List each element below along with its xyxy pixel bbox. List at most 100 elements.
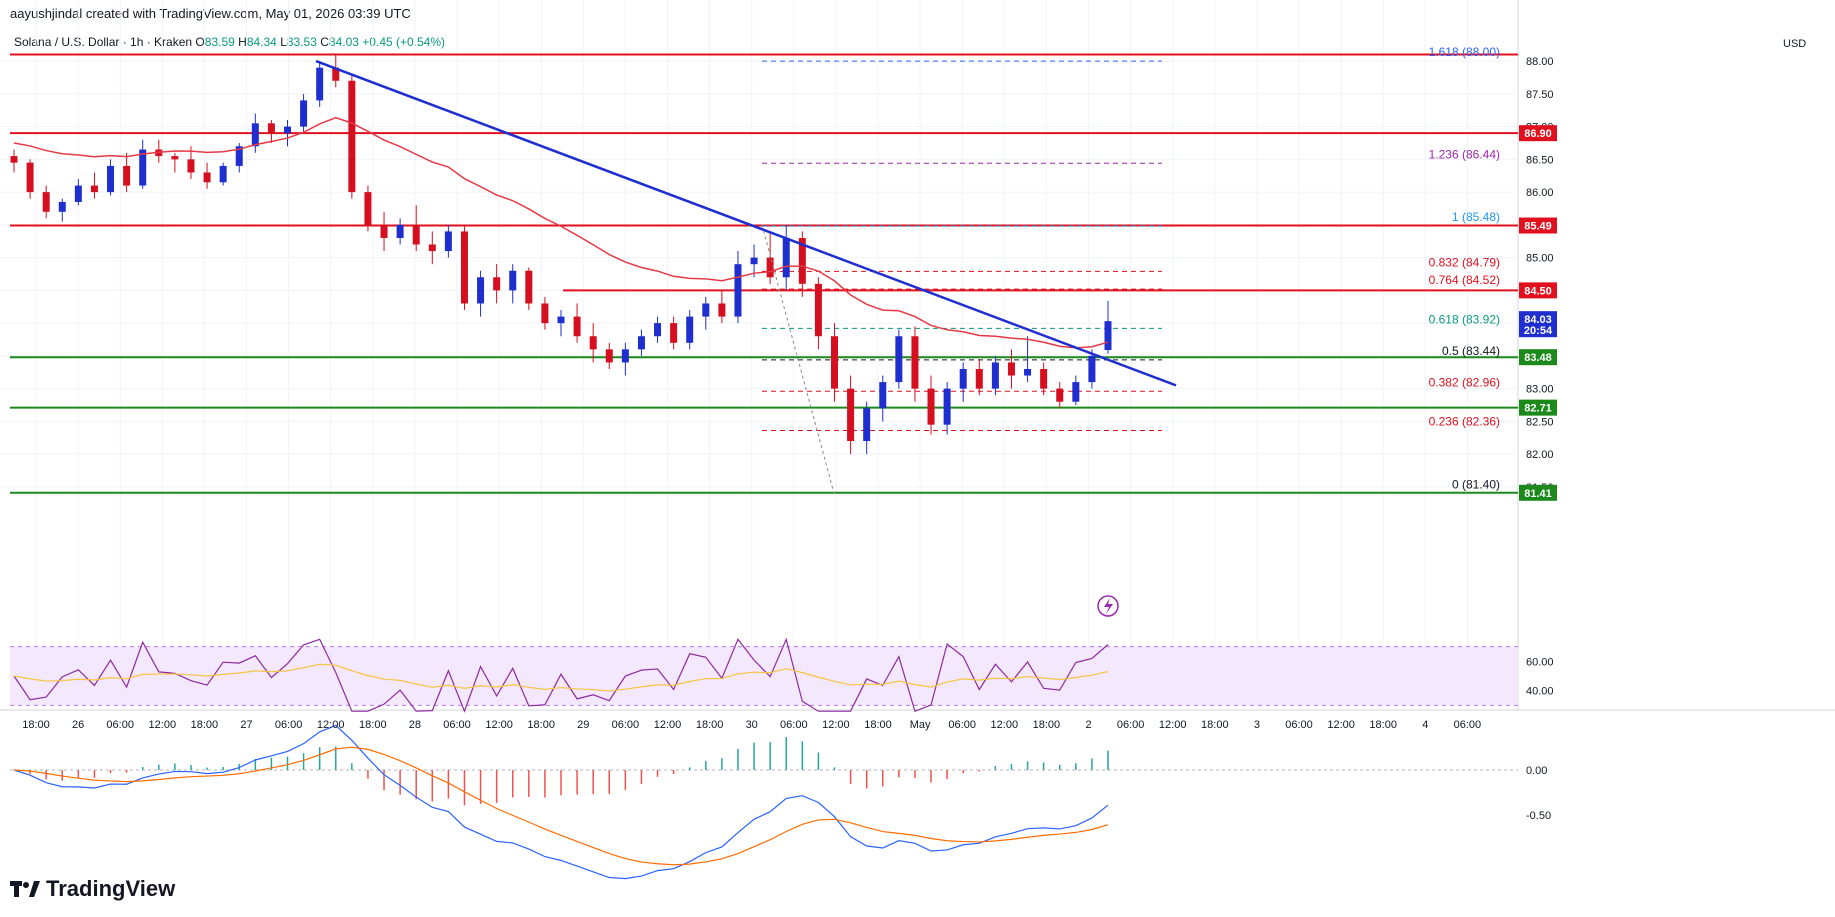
candle-body [782,237,790,278]
macd-line [13,724,1109,880]
close-label: C [320,35,329,49]
candle-body [1088,355,1096,383]
candle [702,296,710,330]
time-tick-label: 06:00 [780,719,808,731]
time-tick-label: 12:00 [991,719,1019,731]
time-tick-label: 06:00 [1117,719,1145,731]
candle [782,224,790,291]
candle-body [863,408,871,442]
candle-body [332,67,340,81]
alert-icon-ring [1097,595,1119,617]
candle-body [605,349,613,363]
candle-body [235,146,243,166]
fib-anchor-line [761,224,835,494]
candle [879,375,887,422]
price-tick-label: 85.00 [1526,253,1554,265]
candle-body [251,123,259,147]
candle [1088,349,1096,389]
time-tick-label: 27 [240,719,252,731]
candle-body [541,303,549,324]
level-badge-label: 85.49 [1524,221,1552,233]
candle [814,277,822,350]
candle [300,93,308,134]
candle-body [219,165,227,183]
candle-body [267,123,275,134]
candle-body [171,156,179,160]
time-tick-label: 29 [577,719,589,731]
candle-body [879,382,887,409]
candle-body [670,323,678,343]
candle [525,267,533,311]
candle [444,224,452,258]
level-badge [1519,217,1557,234]
currency-label[interactable]: USD [1783,38,1807,50]
candle-body [1056,388,1064,402]
candle-body [766,257,774,278]
level-badge-label: 82.71 [1524,403,1552,415]
time-tick-label: 18:00 [22,719,50,731]
rsi-line [13,637,1109,713]
time-tick-label: 30 [746,719,758,731]
chart-creator-caption: aayushjindal created with TradingView.co… [10,6,411,21]
candle [654,316,662,343]
candle-body [1007,362,1015,376]
tradingview-logo-icon [10,879,40,899]
candle [107,159,115,196]
candle-body [637,336,645,350]
candle [686,310,694,350]
candle-body [460,231,468,304]
open-label: O [195,35,205,49]
level-badge [1519,399,1557,416]
candle [621,342,629,376]
candle [670,316,678,350]
candle [428,231,436,265]
time-tick-label: 12:00 [1159,719,1187,731]
candle [605,342,613,369]
candle [123,152,131,193]
candle [235,142,243,173]
candle [74,179,82,206]
candle [348,74,356,199]
candle-body [396,224,404,238]
macd-tick-label: 0.00 [1526,765,1547,777]
candle [171,152,179,173]
time-tick-label: 18:00 [1201,719,1229,731]
rsi-signal-line [13,663,1109,692]
fib-label: 0.236 (82.36) [1429,415,1500,429]
fib-label: 0.5 (83.44) [1442,344,1500,358]
price-axis: 88.0087.5087.0086.5086.0085.5085.0084.50… [1519,56,1557,822]
price-tick-label: 88.00 [1526,56,1554,68]
candle-body [573,316,581,337]
candle [959,362,967,402]
price-tick-label: 82.00 [1526,449,1554,461]
candle-body [380,224,388,238]
candle [412,205,420,252]
candle-body [26,162,34,193]
candle [798,231,806,297]
horizontal-levels [10,53,1518,494]
candle [637,329,645,356]
candle [58,198,66,222]
candle-body [589,336,597,350]
symbol-legend: Solana / U.S. Dollar · 1h · Kraken O83.5… [14,35,445,49]
fib-label: 0 (81.40) [1452,477,1500,491]
macd-tick-label: -0.50 [1526,810,1551,822]
candle [477,270,485,317]
candle [509,264,517,304]
high-value: 84.34 [246,35,277,49]
candle-body [58,201,66,212]
price-tick-label: 86.00 [1526,187,1554,199]
candle [895,329,903,389]
candle-body [444,231,452,252]
candle [284,120,291,147]
candle [863,401,871,455]
time-tick-label: 06:00 [612,719,640,731]
candle [1007,349,1015,389]
price-tick-label: 87.50 [1526,89,1554,101]
symbol-title: Solana / U.S. Dollar · 1h · Kraken [14,35,193,49]
candle-body [734,264,742,317]
candle [26,159,34,199]
chart-grid [0,0,1835,711]
candle-body [525,270,533,304]
